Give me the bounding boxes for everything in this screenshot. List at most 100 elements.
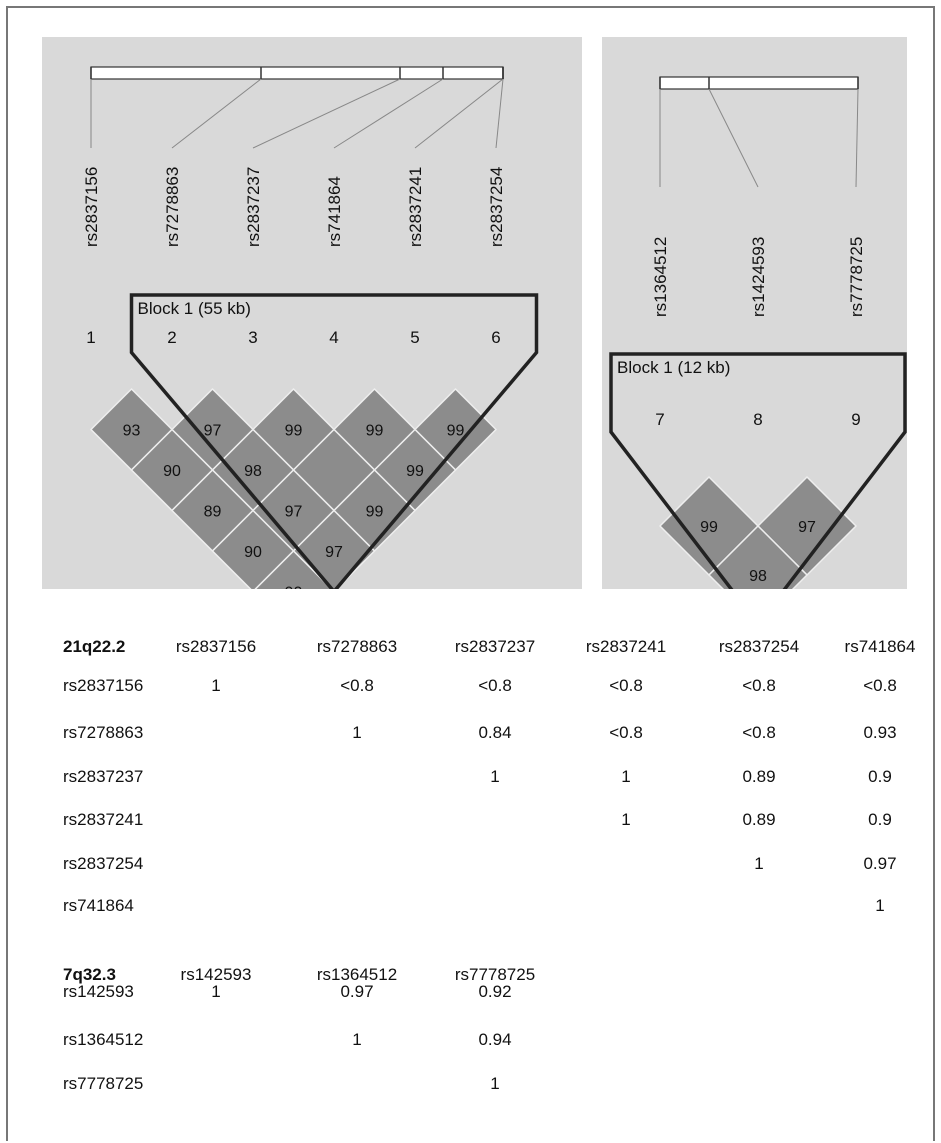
table-21q-cell: 0.93 bbox=[863, 723, 897, 742]
table-21q-cell: 0.84 bbox=[478, 723, 512, 742]
table-21q-cell: 1 bbox=[754, 854, 764, 873]
table-21q-cell: <0.8 bbox=[742, 723, 776, 742]
table-21q-region: 21q22.2 bbox=[63, 637, 126, 656]
plot7-block-outline bbox=[609, 352, 907, 589]
plot7-ld-value: 97 bbox=[798, 519, 816, 536]
table-21q-cell: 1 bbox=[621, 810, 631, 829]
table-7q-region: 7q32.3 bbox=[63, 965, 116, 984]
table-7q-col-header: rs7778725 bbox=[454, 965, 536, 984]
table-21q-row-header: rs741864 bbox=[63, 896, 134, 915]
plot21-ld-value: 99 bbox=[406, 463, 424, 480]
table-21q-cell: <0.8 bbox=[742, 676, 776, 695]
plot7-ld-value: 98 bbox=[749, 568, 767, 585]
plot21-ld-value: 90 bbox=[244, 544, 262, 561]
plot21-ld-value: 90 bbox=[163, 463, 181, 480]
plot21-ld-cell bbox=[211, 509, 295, 589]
plot21-position-bar bbox=[90, 66, 504, 80]
plot21-ld-value: 99 bbox=[366, 504, 384, 521]
table-21q-cell: <0.8 bbox=[609, 723, 643, 742]
plot21-snp-label: rs2837156 bbox=[82, 167, 101, 247]
plot7-snp-label: rs7778725 bbox=[847, 237, 866, 317]
table-21q-col-header: rs2837156 bbox=[175, 637, 257, 656]
plot7-snp-label: rs1364512 bbox=[651, 237, 670, 317]
ld-plot-21q: rs2837156 rs7278863 rs2837237 rs741864 rs283… bbox=[42, 37, 582, 589]
table-21q-col-header: rs741864 bbox=[844, 637, 916, 656]
plot21-snp-index: 3 bbox=[248, 328, 257, 347]
table-21q-cell: <0.8 bbox=[340, 676, 374, 695]
plot21-snp-label: rs2837237 bbox=[244, 167, 263, 247]
plot21-snp-index: 6 bbox=[491, 328, 500, 347]
plot21-ld-value: 90 bbox=[285, 585, 303, 590]
table-21q-cell: <0.8 bbox=[609, 676, 643, 695]
table-7q-cell: 0.92 bbox=[478, 982, 512, 1001]
plot7-snp-label: rs1424593 bbox=[749, 237, 768, 317]
plot7-position-bar bbox=[659, 76, 859, 90]
table-21q-row-header: rs2837254 bbox=[63, 854, 144, 873]
plot7-ld-value: 99 bbox=[700, 519, 718, 536]
plot7-snp-index: 9 bbox=[851, 410, 860, 429]
plot21-snp-connector bbox=[333, 78, 444, 149]
table-7q-col-header: rs1364512 bbox=[316, 965, 398, 984]
table-21q-cell: 0.9 bbox=[868, 767, 892, 786]
table-21q-row-header: rs7278863 bbox=[63, 723, 144, 742]
plot21-snp-connector bbox=[171, 78, 262, 149]
plot21-ld-value: 99 bbox=[447, 423, 465, 440]
plot21-snp-label: rs2837254 bbox=[487, 167, 506, 247]
table-21q-cell: <0.8 bbox=[863, 676, 897, 695]
plot7-ld-cell bbox=[707, 524, 809, 589]
ld-plot-7q: rs1364512 rs1424593 rs7778725 7 8 9 99 97 98 Bloc… bbox=[602, 37, 907, 589]
table-7q-cell: 1 bbox=[352, 1030, 362, 1049]
table-7q-col-header: rs142593 bbox=[180, 965, 252, 984]
ld-plot-21q-svg: rs2837156 rs7278863 rs2837237 rs741864 rs283… bbox=[82, 66, 539, 590]
table-21q-cell: <0.8 bbox=[478, 676, 512, 695]
plot21-block-label: Block 1 (55 kb) bbox=[138, 299, 251, 318]
plot21-snp-label: rs741864 bbox=[325, 176, 344, 247]
plot7-block-label: Block 1 (12 kb) bbox=[617, 358, 730, 377]
plot21-snp-index: 4 bbox=[329, 328, 338, 347]
plot21-ld-value: 98 bbox=[244, 463, 262, 480]
table-21q-col-header: rs2837254 bbox=[718, 637, 800, 656]
table-21q-col-header: rs7278863 bbox=[316, 637, 398, 656]
table-21q-cell: 0.97 bbox=[863, 854, 897, 873]
plot7-snp-connector bbox=[855, 88, 859, 188]
table-21q-col-header: rs2837237 bbox=[454, 637, 536, 656]
plot7-snp-index: 8 bbox=[753, 410, 762, 429]
table-7q-row-header: rs7778725 bbox=[63, 1074, 144, 1093]
plot21-ld-value: 89 bbox=[204, 504, 222, 521]
plot7-snp-connector bbox=[708, 88, 759, 188]
table-21q-cell: 0.9 bbox=[868, 810, 892, 829]
table-7q-cell: 0.94 bbox=[478, 1030, 512, 1049]
plot21-ld-value: 93 bbox=[123, 423, 141, 440]
plot21-ld-value: 99 bbox=[366, 423, 384, 440]
plot21-ld-value: 97 bbox=[285, 504, 303, 521]
table-21q-row-header: rs2837241 bbox=[63, 810, 144, 829]
plot21-snp-connector bbox=[252, 78, 401, 149]
plot21-snp-index: 1 bbox=[86, 328, 95, 347]
table-7q-row-header: rs142593 bbox=[63, 982, 134, 1001]
plot21-snp-index: 5 bbox=[410, 328, 419, 347]
plot21-snp-label: rs7278863 bbox=[163, 167, 182, 247]
plot21-snp-connector bbox=[414, 78, 504, 149]
table-21q-col-header: rs2837241 bbox=[585, 637, 667, 656]
plot21-ld-value: 97 bbox=[325, 544, 343, 561]
plot21-snp-label: rs2837241 bbox=[406, 167, 425, 247]
plot21-ld-value: 99 bbox=[285, 423, 303, 440]
plot7-snp-index: 7 bbox=[655, 410, 664, 429]
plot21-block-outline bbox=[129, 293, 539, 589]
figure-frame bbox=[6, 6, 935, 1141]
plot21-snp-index: 2 bbox=[167, 328, 176, 347]
table-21q-row-header: rs2837237 bbox=[63, 767, 144, 786]
table-21q-cell: 1 bbox=[621, 767, 631, 786]
table-21q-cell: 1 bbox=[875, 896, 885, 915]
table-7q-cell: 1 bbox=[211, 982, 221, 1001]
table-21q-row-header: rs2837156 bbox=[63, 676, 144, 695]
table-21q-cell: 1 bbox=[352, 723, 362, 742]
table-21q-cell: 0.89 bbox=[742, 767, 776, 786]
table-7q-row-header: rs1364512 bbox=[63, 1030, 144, 1049]
plot21-snp-connector bbox=[495, 78, 504, 149]
table-21q-cell: 0.89 bbox=[742, 810, 776, 829]
plot21-ld-value: 97 bbox=[204, 423, 222, 440]
table-7q-cell: 1 bbox=[490, 1074, 500, 1093]
table-7q-cell: 0.97 bbox=[340, 982, 374, 1001]
